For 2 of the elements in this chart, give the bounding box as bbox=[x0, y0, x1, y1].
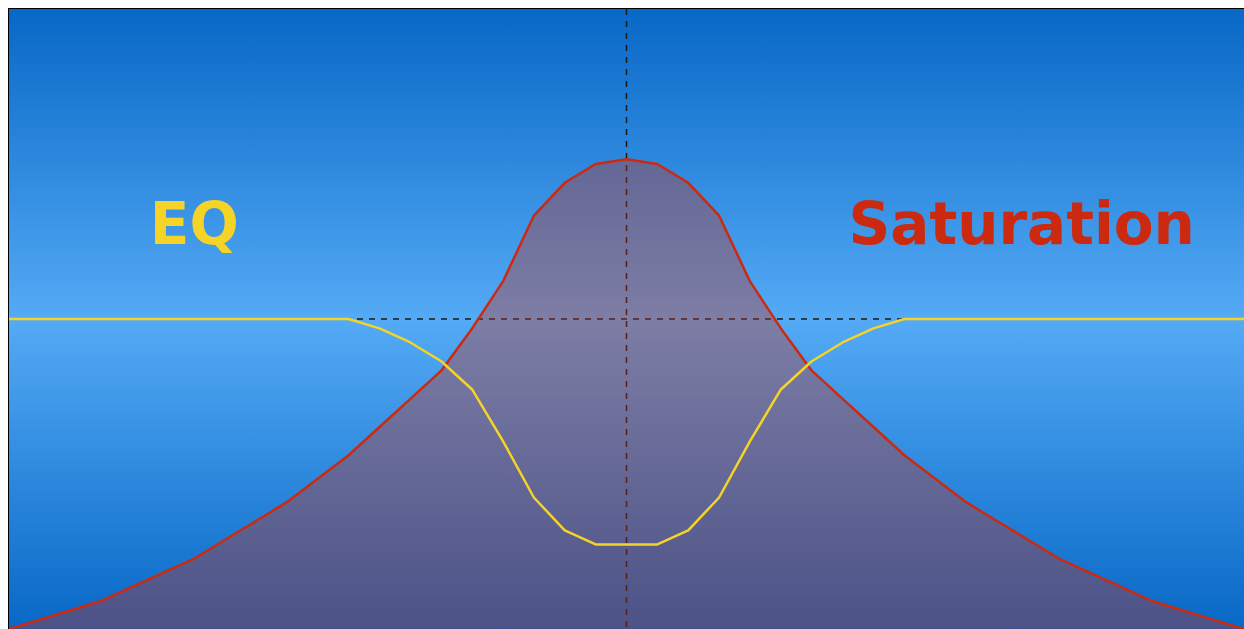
series-label: Saturation bbox=[848, 190, 1195, 259]
series-label: EQ bbox=[149, 190, 239, 259]
